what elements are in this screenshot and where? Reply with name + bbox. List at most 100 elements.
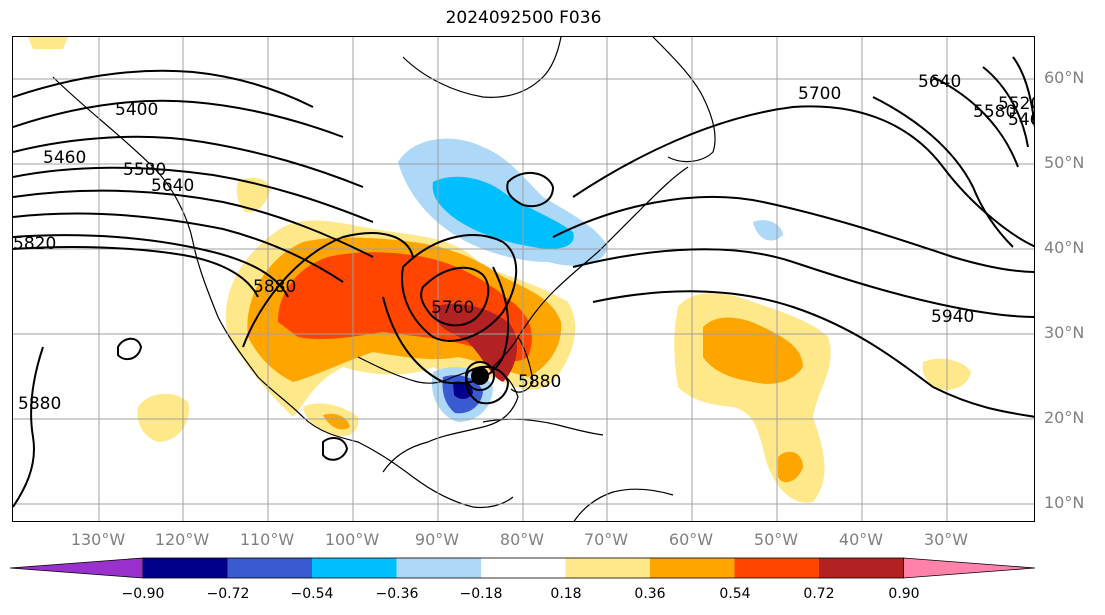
colorbar-segment-0 [10, 557, 144, 579]
lat-label-40n: 40°N [1044, 238, 1085, 257]
contour-label-5580-west: 5580 [123, 160, 166, 180]
lon-label-100w: 100°W [324, 530, 380, 549]
pacific-low-small [117, 337, 143, 361]
hurricane-ring [465, 361, 495, 391]
contour-5760 [13, 234, 289, 298]
south-america [573, 488, 674, 521]
gulf-cold-navy [453, 381, 473, 399]
contour-label-5820: 5820 [13, 234, 56, 254]
warm-anomaly-darkred [433, 303, 518, 382]
trough-5700-loop [420, 266, 490, 327]
ridge-5880 [242, 232, 414, 348]
contour-label-5460-west: 5460 [43, 148, 86, 168]
lon-label-130w: 130°W [70, 530, 126, 549]
atlantic-warm-orange-2 [778, 451, 803, 483]
colorbar-tick-6: 0.18 [550, 586, 582, 602]
colorbar-tick-1: −0.90 [121, 586, 165, 602]
colorbar-tick-4: −0.36 [375, 586, 419, 602]
north-loop-5640 [872, 96, 1014, 248]
contour-5880-west [13, 346, 44, 508]
contour-5820 [13, 246, 259, 298]
colorbar-tick-2: −0.72 [206, 586, 250, 602]
gridlines [13, 37, 1034, 521]
greenland [652, 37, 716, 163]
colorbar-outline [142, 557, 904, 579]
contour-5640 [13, 189, 374, 258]
contour-label-5700: 5700 [798, 84, 841, 104]
pacific-warm-2 [236, 177, 271, 213]
contour-5580 [13, 166, 374, 223]
contour-label-5520: 5520 [998, 94, 1035, 114]
colorbar-tick-7: 0.36 [634, 586, 666, 602]
trough-5640-loop [401, 234, 518, 342]
contour-label-5880-west: 5880 [18, 394, 61, 414]
colorbar-segment-2 [227, 558, 312, 578]
colorbar-tick-10: 0.90 [888, 586, 920, 602]
contour-label-5880-florida: 5880 [518, 372, 561, 392]
lon-label-60w: 60°W [668, 530, 714, 549]
atlantic-5700 [572, 105, 1034, 248]
lat-label-30n: 30°N [1044, 323, 1085, 342]
atlantic-5880 [592, 290, 1034, 418]
lat-label-10n: 10°N [1044, 493, 1085, 512]
lon-label-50w: 50°W [753, 530, 799, 549]
colorbar-tick-5: −0.18 [459, 586, 503, 602]
cuba [482, 418, 604, 436]
atlantic-cold-patch [753, 220, 783, 241]
colorbar-tick-9: 0.72 [803, 586, 835, 602]
cold-anomaly-blue [432, 176, 574, 249]
map-canvas: 5400 5460 5580 5640 5820 5880 5880 5760 … [13, 37, 1035, 521]
colorbar-segment-8 [734, 558, 819, 578]
contour-label-5460-east: 5460 [1008, 110, 1035, 130]
canada-warm-strip [28, 37, 68, 49]
map-title: 2024092500 F036 [445, 8, 602, 28]
gulf-low-small [322, 436, 349, 461]
contour-labels: 5400 5460 5580 5640 5820 5880 5880 5760 … [13, 72, 1035, 414]
contour-label-5940: 5940 [931, 307, 974, 327]
atlantic-5760 [552, 195, 1034, 273]
pacific-warm [137, 393, 189, 442]
lon-label-120w: 120°W [154, 530, 210, 549]
lat-label-50n: 50°N [1044, 153, 1085, 172]
colorbar [10, 557, 1036, 579]
lon-label-90w: 90°W [414, 530, 460, 549]
north-loop-5580 [932, 76, 1019, 168]
north-loop-5520 [982, 66, 1029, 148]
hurricane-center [471, 367, 489, 385]
colorbar-tick-3: −0.54 [290, 586, 334, 602]
contour-5700 [13, 212, 344, 283]
lon-label-30w: 30°W [923, 530, 969, 549]
contour-label-5640-west: 5640 [151, 176, 194, 196]
map-panel: 5400 5460 5580 5640 5820 5880 5880 5760 … [12, 36, 1035, 522]
lat-label-60n: 60°N [1044, 68, 1085, 87]
lon-label-40w: 40°W [838, 530, 884, 549]
height-contours [13, 56, 1034, 508]
contour-label-5640-east: 5640 [918, 72, 961, 92]
contour-label-5760: 5760 [431, 298, 474, 318]
hudson-bay [402, 37, 562, 98]
northeast-loop [506, 172, 555, 207]
lon-label-110w: 110°W [239, 530, 295, 549]
contour-5520 [13, 135, 364, 188]
colorbar-segment-1 [143, 558, 228, 578]
colorbar-segment-6 [565, 558, 650, 578]
lon-label-70w: 70°W [583, 530, 629, 549]
atlantic-5820 [572, 248, 1034, 318]
colorbar-segment-4 [396, 558, 481, 578]
lat-label-20n: 20°N [1044, 408, 1085, 427]
north-loop-5460 [1012, 56, 1034, 128]
lon-label-80w: 80°W [499, 530, 545, 549]
colorbar-segment-9 [819, 558, 904, 578]
contour-label-5880-ridge: 5880 [253, 277, 296, 297]
colorbar-segment-5 [481, 558, 566, 578]
atlantic-coast [517, 166, 689, 338]
contour-label-5400: 5400 [115, 100, 158, 120]
colorbar-segment-3 [312, 558, 397, 578]
north-america-west-coast [52, 76, 514, 509]
contour-5400 [13, 69, 314, 108]
contour-5460 [13, 99, 344, 138]
contour-label-5580-east: 5580 [973, 102, 1016, 122]
colorbar-tick-8: 0.54 [719, 586, 751, 602]
colorbar-segment-10 [903, 557, 1036, 579]
mexico-warm-orange [323, 413, 350, 430]
